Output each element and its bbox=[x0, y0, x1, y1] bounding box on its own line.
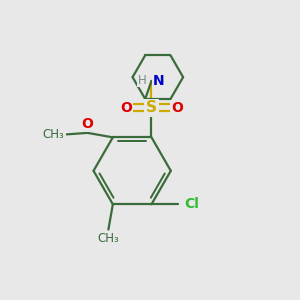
Text: N: N bbox=[153, 74, 165, 88]
Text: CH₃: CH₃ bbox=[43, 128, 64, 141]
Text: CH₃: CH₃ bbox=[98, 232, 119, 245]
Text: Cl: Cl bbox=[184, 197, 199, 211]
Text: S: S bbox=[146, 100, 157, 115]
Text: H: H bbox=[138, 74, 146, 87]
Text: O: O bbox=[82, 117, 94, 131]
Text: O: O bbox=[120, 100, 132, 115]
Text: O: O bbox=[171, 100, 183, 115]
